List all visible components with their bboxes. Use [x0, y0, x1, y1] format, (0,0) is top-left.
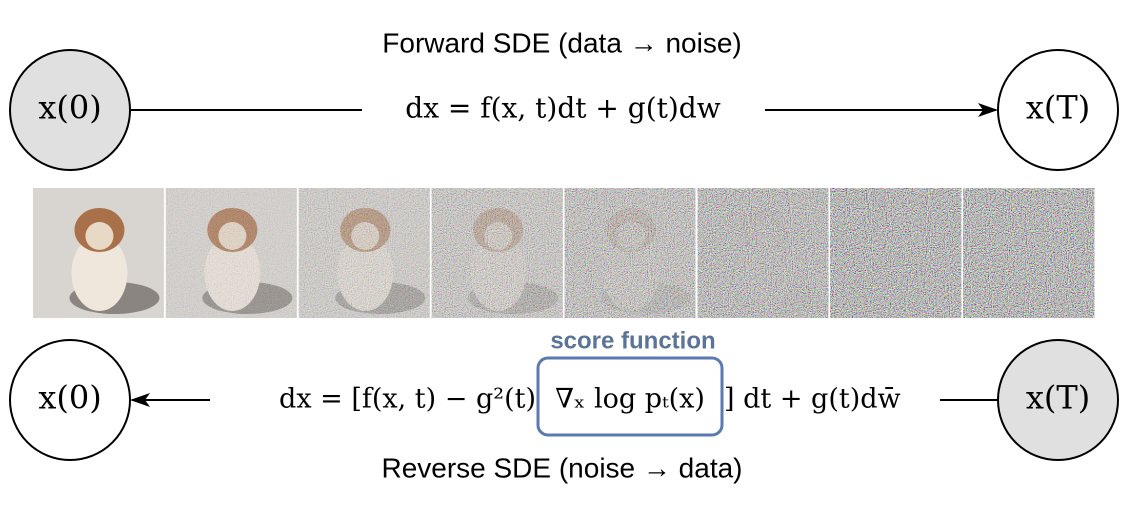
forward-title: Forward SDE (data → noise) [382, 27, 741, 58]
noise [564, 188, 696, 318]
noise [298, 188, 430, 318]
dog-face [85, 222, 114, 250]
noise [963, 188, 1095, 318]
image-strip [33, 188, 1095, 318]
reverse-equation: dx = [f(x, t) − g²(t) [279, 384, 536, 415]
noise [697, 188, 829, 318]
image-tile [564, 188, 696, 318]
node-label: x(0) [38, 89, 101, 127]
forward-equation: dx = f(x, t)dt + g(t)dw [405, 92, 720, 125]
reverse-equation: ] dt + g(t)dw̄ [724, 384, 901, 415]
noise [431, 188, 563, 318]
image-tile [298, 188, 430, 318]
node [997, 49, 1119, 171]
image-tile [697, 188, 829, 318]
noise [830, 188, 962, 318]
image-tile [33, 188, 164, 318]
score-term: ∇ₓ log pₜ(x) [555, 384, 705, 415]
image-tile [431, 188, 563, 318]
dog-body [71, 235, 128, 311]
image-tile [963, 188, 1095, 318]
node-label: x(T) [1026, 379, 1090, 417]
node-label: x(0) [38, 379, 101, 417]
score-box [536, 356, 724, 437]
noise [165, 188, 297, 318]
reverse-title: Reverse SDE (noise → data) [381, 452, 742, 483]
score-label: score function [550, 327, 715, 354]
node-label: x(T) [1026, 89, 1090, 127]
image-tile [165, 188, 297, 318]
image-tile [830, 188, 962, 318]
dog [69, 208, 160, 314]
